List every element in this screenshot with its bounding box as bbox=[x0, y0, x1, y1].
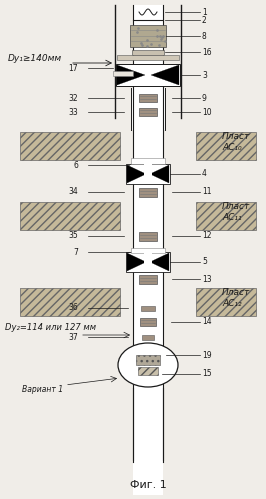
Point bbox=[144, 38, 148, 46]
Text: Dу₁≥140мм: Dу₁≥140мм bbox=[8, 53, 62, 62]
Text: 32: 32 bbox=[68, 93, 78, 102]
Bar bbox=[116, 64, 180, 86]
Point bbox=[142, 24, 146, 32]
Bar bbox=[139, 108, 157, 116]
Bar bbox=[139, 232, 157, 241]
Text: 1: 1 bbox=[202, 7, 207, 16]
Text: 8: 8 bbox=[202, 31, 207, 40]
Point bbox=[162, 32, 166, 40]
Text: 5: 5 bbox=[202, 257, 207, 266]
Bar bbox=[138, 367, 158, 375]
Text: 15: 15 bbox=[202, 369, 212, 379]
Text: 14: 14 bbox=[202, 317, 212, 326]
Text: 11: 11 bbox=[202, 188, 211, 197]
Point bbox=[149, 37, 153, 45]
Text: 3: 3 bbox=[202, 70, 207, 79]
Text: 4: 4 bbox=[202, 170, 207, 179]
Text: 17: 17 bbox=[68, 63, 78, 72]
Bar bbox=[144, 164, 152, 184]
Bar bbox=[20, 132, 120, 160]
Bar bbox=[126, 252, 170, 272]
Polygon shape bbox=[117, 65, 145, 85]
Text: Dу₂=114 или 127 мм: Dу₂=114 или 127 мм bbox=[5, 323, 96, 332]
Bar bbox=[142, 335, 154, 340]
Text: 7: 7 bbox=[73, 248, 78, 256]
Polygon shape bbox=[151, 65, 179, 85]
Text: 9: 9 bbox=[202, 93, 207, 102]
Point bbox=[141, 40, 146, 48]
Bar bbox=[139, 275, 157, 284]
Text: 34: 34 bbox=[68, 188, 78, 197]
Text: 2: 2 bbox=[202, 15, 207, 24]
Text: 36: 36 bbox=[68, 303, 78, 312]
Bar bbox=[140, 318, 156, 326]
Bar bbox=[139, 188, 157, 197]
Bar bbox=[196, 202, 256, 230]
Bar bbox=[133, 5, 163, 495]
Polygon shape bbox=[150, 253, 169, 271]
Bar bbox=[113, 71, 133, 76]
Bar bbox=[133, 88, 163, 130]
Text: Пласт
АС₁₁: Пласт АС₁₁ bbox=[222, 202, 250, 222]
Bar bbox=[126, 164, 170, 184]
Text: 13: 13 bbox=[202, 274, 212, 283]
Text: Пласт
АС₁₀: Пласт АС₁₀ bbox=[222, 132, 250, 152]
Point bbox=[160, 41, 164, 49]
Text: 10: 10 bbox=[202, 107, 212, 116]
Text: 16: 16 bbox=[202, 47, 212, 56]
Bar bbox=[20, 202, 120, 230]
Bar bbox=[141, 306, 155, 311]
Point bbox=[148, 25, 153, 33]
Bar bbox=[117, 55, 179, 60]
Polygon shape bbox=[127, 253, 146, 271]
Text: Фиг. 1: Фиг. 1 bbox=[130, 480, 166, 490]
Text: 6: 6 bbox=[73, 161, 78, 170]
Ellipse shape bbox=[118, 343, 178, 387]
Point bbox=[136, 28, 141, 36]
Bar bbox=[139, 94, 157, 102]
Bar bbox=[136, 355, 160, 365]
Point bbox=[134, 27, 138, 35]
Text: 12: 12 bbox=[202, 232, 211, 241]
Point bbox=[151, 41, 155, 49]
Text: 37: 37 bbox=[68, 332, 78, 341]
Bar bbox=[131, 158, 165, 164]
Bar bbox=[20, 288, 120, 316]
Bar bbox=[196, 132, 256, 160]
Bar bbox=[131, 88, 165, 130]
Text: 35: 35 bbox=[68, 232, 78, 241]
Point bbox=[147, 25, 151, 33]
Bar bbox=[130, 25, 166, 47]
Point bbox=[144, 28, 148, 36]
Bar bbox=[132, 50, 164, 55]
Text: Вариант 1: Вариант 1 bbox=[22, 386, 63, 395]
Point bbox=[153, 38, 158, 46]
Point bbox=[146, 40, 150, 48]
Bar bbox=[131, 248, 165, 253]
Bar bbox=[196, 288, 256, 316]
Polygon shape bbox=[127, 165, 146, 183]
Polygon shape bbox=[150, 165, 169, 183]
Text: Пласт
АС₁₂: Пласт АС₁₂ bbox=[222, 288, 250, 308]
Text: 19: 19 bbox=[202, 350, 212, 359]
Bar bbox=[144, 252, 152, 272]
Text: 33: 33 bbox=[68, 107, 78, 116]
Point bbox=[136, 27, 140, 35]
